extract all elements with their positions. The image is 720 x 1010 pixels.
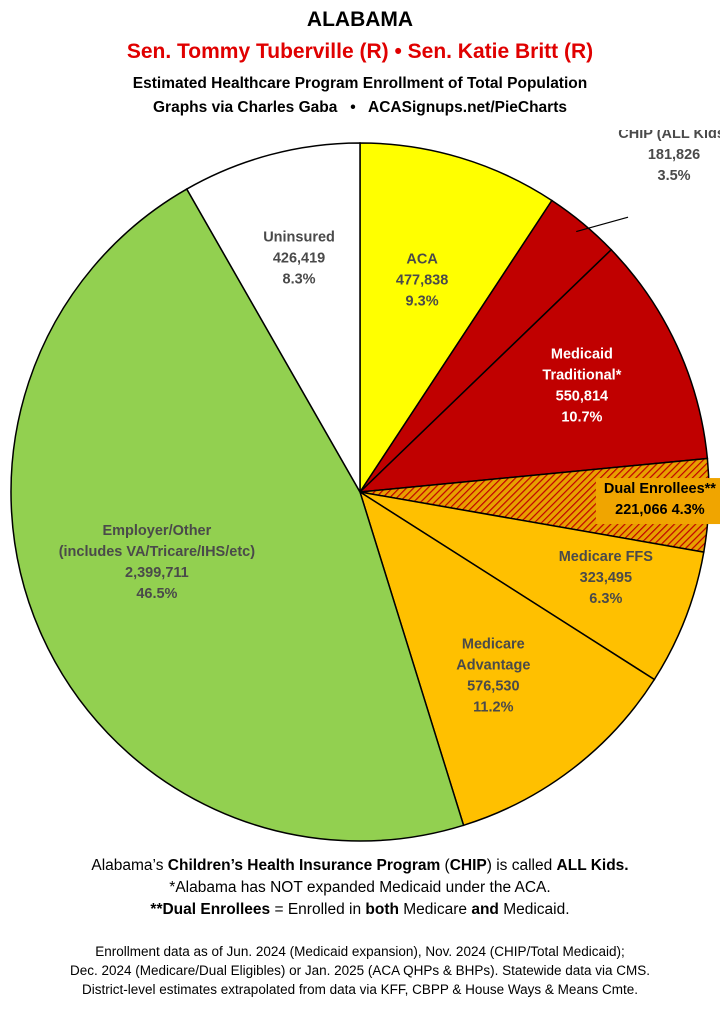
note-medicaid-expansion: *Alabama has NOT expanded Medicaid under…	[169, 879, 551, 896]
note-text: (	[440, 857, 450, 874]
slice-label-aca: ACA 477,838 9.3%	[396, 252, 448, 310]
note-text: ALL Kids.	[556, 857, 629, 874]
note-text: and	[471, 901, 499, 918]
senators-line: Sen. Tommy Tuberville (R) • Sen. Katie B…	[126, 40, 594, 63]
footnotes: Alabama’s Children’s Health Insurance Pr…	[0, 855, 720, 921]
note-chip: Alabama’s Children’s Health Insurance Pr…	[0, 855, 720, 877]
data-sources: Enrollment data as of Jun. 2024 (Medicai…	[0, 942, 720, 999]
note-text: ) is called	[486, 857, 557, 874]
note-text: Medicare	[398, 901, 472, 918]
slice-label-medicare-ffs: Medicare FFS 323,495 6.3%	[559, 549, 654, 607]
pie-chart: ACA 477,838 9.3% CHIP (ALL Kids) 181,826 3.5%…	[10, 130, 720, 842]
pie-slice-aca	[359, 142, 553, 495]
chart-credit: Graphs via Charles Gaba • ACASignups.net…	[153, 99, 567, 116]
chart-subtitle: Estimated Healthcare Program Enrollment …	[132, 75, 588, 92]
pie-slice-uninsured	[185, 142, 361, 495]
note-text: CHIP	[449, 857, 487, 874]
source-line: Enrollment data as of Jun. 2024 (Medicai…	[95, 944, 625, 959]
note-text: = Enrolled in	[270, 901, 366, 918]
pie-slice-medicare-advantage	[358, 490, 656, 827]
slice-label-dual-enrollees: Dual Enrollees** 221,066 4.3%	[604, 481, 716, 518]
dual-enrollees-label-bg	[595, 478, 720, 525]
callout-line	[576, 216, 629, 233]
slice-label-uninsured: Uninsured 426,419 8.3%	[263, 230, 335, 288]
note-text: **Dual Enrollees	[150, 901, 271, 918]
slice-label-medicaid-traditional: Medicaid Traditional* 550,814 10.7%	[542, 346, 621, 425]
note-text: Medicaid.	[498, 901, 570, 918]
pie-slice-employer-other-includes-va-tricare-ihs-etc	[10, 188, 465, 842]
slice-label-medicare-advantage: Medicare Advantage 576,530 11.2%	[456, 636, 530, 715]
source-line: Dec. 2024 (Medicare/Dual Eligibles) or J…	[70, 963, 650, 978]
slice-label-employer-other-includes-va-tricare-ihs-etc: Employer/Other (includes VA/Tricare/IHS/e…	[59, 523, 256, 602]
pie-slice-medicaid-traditional	[357, 248, 709, 493]
state-title: ALABAMA	[306, 8, 414, 31]
slice-label-chip-all-kids: CHIP (ALL Kids) 181,826 3.5%	[618, 130, 720, 184]
pie-slice-medicare-ffs	[359, 491, 705, 681]
note-text: both	[365, 901, 399, 918]
note-text: Alabama’s	[91, 857, 168, 874]
note-dual-enrollees: **Dual Enrollees = Enrolled in both Medi…	[0, 899, 720, 921]
source-line: District-level estimates extrapolated fr…	[82, 982, 638, 997]
note-text: Children’s Health Insurance Program	[167, 857, 441, 874]
